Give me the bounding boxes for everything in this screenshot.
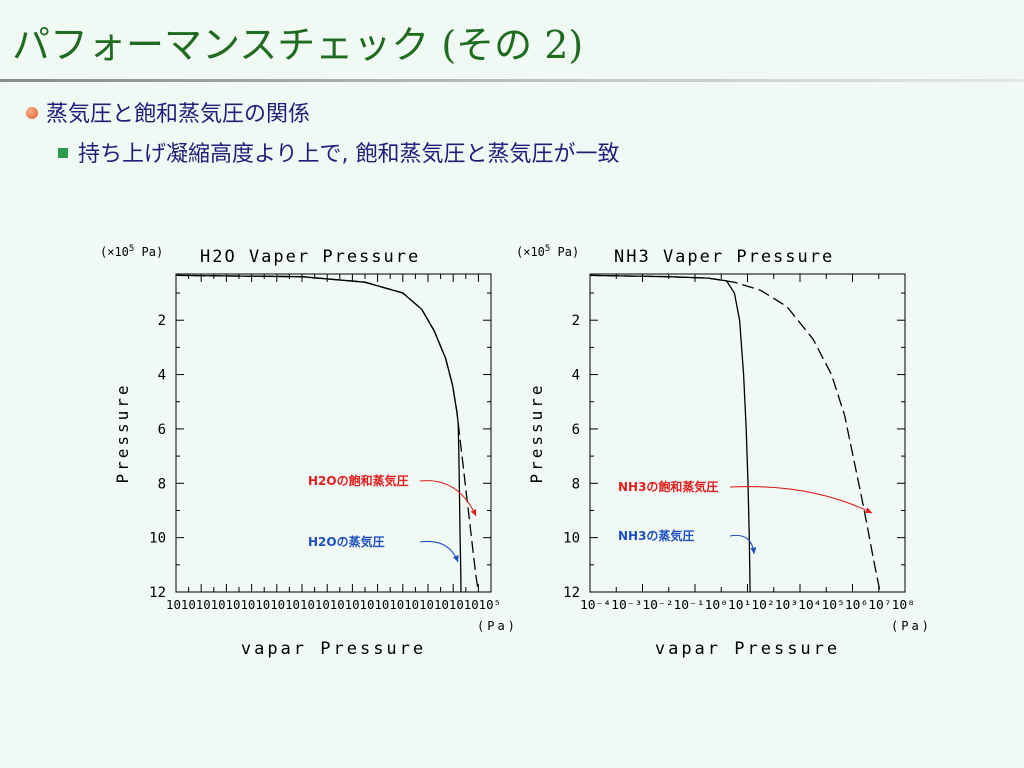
bullet-level2: 持ち上げ凝縮高度より上で, 飽和蒸気圧と蒸気圧が一致	[58, 136, 620, 168]
y-unit-label: (×105 Pa)	[100, 244, 163, 259]
x-unit-label: (Pa)	[477, 619, 518, 633]
saturation-annotation-arrow	[729, 486, 873, 514]
vapor-annotation-label: H2Oの蒸気圧	[308, 534, 385, 549]
x-axis-label: vapar Pressure	[655, 639, 840, 659]
saturation-annotation-arrowhead	[865, 507, 872, 513]
saturation-pressure-line	[589, 274, 881, 593]
x-tick-labels: 10⁻⁴10⁻³10⁻²10⁻¹10⁰10¹10²10³10⁴10⁵10⁶10⁷…	[580, 598, 915, 612]
vapor-annotation-arrowhead	[452, 555, 459, 562]
y-tick-label: 12	[563, 585, 580, 601]
vapor-pressure-line	[175, 274, 462, 593]
saturation-annotation-arrowhead	[470, 509, 477, 516]
saturation-annotation-label: H2Oの飽和蒸気圧	[308, 473, 409, 488]
x-unit-label: (Pa)	[891, 619, 932, 633]
y-tick-label: 8	[158, 476, 166, 492]
bullet-square-icon	[58, 148, 68, 158]
y-tick-label: 8	[572, 476, 580, 492]
chart-title: NH3 Vaper Pressure	[614, 247, 834, 267]
y-tick-label: 4	[158, 368, 166, 384]
vapor-annotation-arrow	[729, 534, 755, 555]
vapor-pressure-line	[589, 274, 751, 593]
bullet-dot-icon	[26, 107, 38, 119]
vapor-annotation-arrowhead	[750, 547, 757, 554]
bullet-level1: 蒸気圧と飽和蒸気圧の関係	[26, 96, 310, 128]
y-tick-label: 6	[158, 422, 166, 438]
bullet-level1-text: 蒸気圧と飽和蒸気圧の関係	[46, 102, 311, 127]
y-tick-label: 10	[563, 531, 580, 547]
y-tick-label: 6	[572, 422, 580, 438]
x-tick-labels: 1010101010101010101010101010101010101010…	[166, 598, 501, 612]
plot-frame	[175, 273, 492, 593]
title-underline	[0, 79, 1024, 82]
y-tick-label: 10	[149, 531, 166, 547]
vapor-annotation-arrow	[419, 540, 459, 563]
chart-title: H2O Vaper Pressure	[200, 247, 420, 267]
y-axis-label: Pressure	[527, 382, 546, 483]
bullet-level2-text: 持ち上げ凝縮高度より上で, 飽和蒸気圧と蒸気圧が一致	[78, 142, 620, 167]
y-tick-label: 2	[572, 313, 580, 329]
plot-frame	[589, 273, 906, 593]
y-axis-label: Pressure	[113, 382, 132, 483]
x-axis-label: vapar Pressure	[241, 639, 426, 659]
y-tick-label: 2	[158, 313, 166, 329]
vapor-annotation-label: NH3の蒸気圧	[618, 528, 694, 543]
saturation-annotation-label: NH3の飽和蒸気圧	[618, 479, 718, 494]
saturation-annotation-arrow	[419, 480, 477, 517]
y-unit-label: (×105 Pa)	[516, 244, 579, 259]
slide-title: パフォーマンスチェック (その 2)	[12, 23, 584, 67]
chart-h2o: H2O Vaper Pressure (×105 Pa) 2 4 6 8 10 1210101…	[100, 244, 518, 659]
chart-nh3: NH3 Vaper Pressure (×105 Pa) 2 4 6 8 10 1210⁻⁴1…	[516, 244, 932, 659]
y-tick-label: 12	[149, 585, 166, 601]
y-tick-label: 4	[572, 368, 580, 384]
